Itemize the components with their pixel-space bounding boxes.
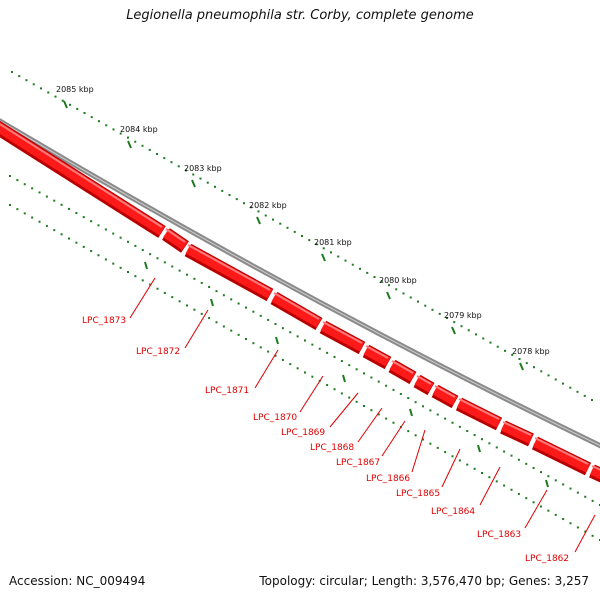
scale-tick-mark — [191, 179, 196, 188]
gene-feature — [184, 243, 274, 302]
outer-scale-ticks — [11, 71, 593, 401]
gene-label[interactable]: LPC_1871 — [205, 386, 249, 396]
gene-leader-line — [329, 392, 359, 428]
gene-leader-line — [184, 309, 209, 349]
scale-tick-label: 2083 kbp — [184, 164, 222, 173]
gene-feature — [388, 359, 417, 385]
scale-tick-mark — [256, 216, 261, 225]
gene-track — [0, 120, 600, 483]
gene-label[interactable]: LPC_1864 — [431, 507, 475, 517]
scale-tick-label: 2082 kbp — [249, 201, 287, 210]
gene-leader-line — [299, 375, 324, 413]
gene-feature — [589, 464, 600, 483]
gene-feature — [362, 344, 392, 370]
scale-tick-mark — [386, 291, 391, 300]
scale-tick-label: 2085 kbp — [56, 85, 94, 94]
gene-feature — [455, 397, 503, 431]
gene-leader-line — [129, 277, 156, 319]
gene-feature — [413, 374, 435, 396]
gene-leader-line — [254, 349, 279, 389]
gene-leader-line — [441, 448, 461, 488]
gene-feature — [0, 120, 166, 238]
gene-leader-line — [524, 489, 548, 529]
gene-leader-line — [479, 466, 501, 506]
genome-backbone — [0, 118, 600, 449]
scale-tick-label: 2081 kbp — [314, 238, 352, 247]
topology-summary: Topology: circular; Length: 3,576,470 bp… — [259, 574, 589, 588]
scale-tick-mark — [321, 253, 326, 262]
scale-tick-mark — [127, 140, 132, 149]
gene-leader-line — [411, 429, 426, 473]
inner-scale-ticks — [9, 175, 600, 541]
gene-feature — [500, 420, 534, 447]
gene-label[interactable]: LPC_1873 — [82, 316, 126, 326]
accession-label: Accession: NC_009494 — [9, 574, 146, 588]
scale-tick-label: 2078 kbp — [512, 347, 550, 356]
gene-labels: LPC_1873 LPC_1872 LPC_1871 LPC_1870 LPC_1869… — [82, 277, 596, 564]
gene-label[interactable]: LPC_1872 — [136, 347, 180, 357]
gene-label[interactable]: LPC_1870 — [253, 413, 297, 423]
scale-tick-label: 2079 kbp — [444, 311, 482, 320]
gene-label[interactable]: LPC_1863 — [477, 530, 521, 540]
gene-feature — [270, 291, 323, 331]
gene-label[interactable]: LPC_1869 — [281, 428, 325, 438]
gene-feature — [162, 228, 189, 253]
scale-tick-label: 2080 kbp — [379, 276, 417, 285]
gene-leader-line — [381, 420, 406, 457]
scale-tick-mark — [519, 362, 524, 371]
gene-feature — [431, 384, 459, 409]
scale-tick-mark — [63, 100, 68, 109]
gene-label[interactable]: LPC_1868 — [310, 443, 354, 453]
gene-feature — [531, 436, 592, 476]
gene-label[interactable]: LPC_1865 — [396, 489, 440, 499]
scale-tick-label: 2084 kbp — [120, 125, 158, 134]
gene-label[interactable]: LPC_1866 — [366, 474, 410, 484]
gene-label[interactable]: LPC_1867 — [336, 458, 380, 468]
gene-leader-line — [357, 407, 383, 443]
scale-tick-mark — [451, 326, 456, 335]
gene-label[interactable]: LPC_1862 — [525, 554, 569, 564]
gene-leader-line — [574, 514, 596, 553]
gene-feature — [319, 320, 366, 355]
genome-title: Legionella pneumophila str. Corby, compl… — [126, 8, 474, 23]
